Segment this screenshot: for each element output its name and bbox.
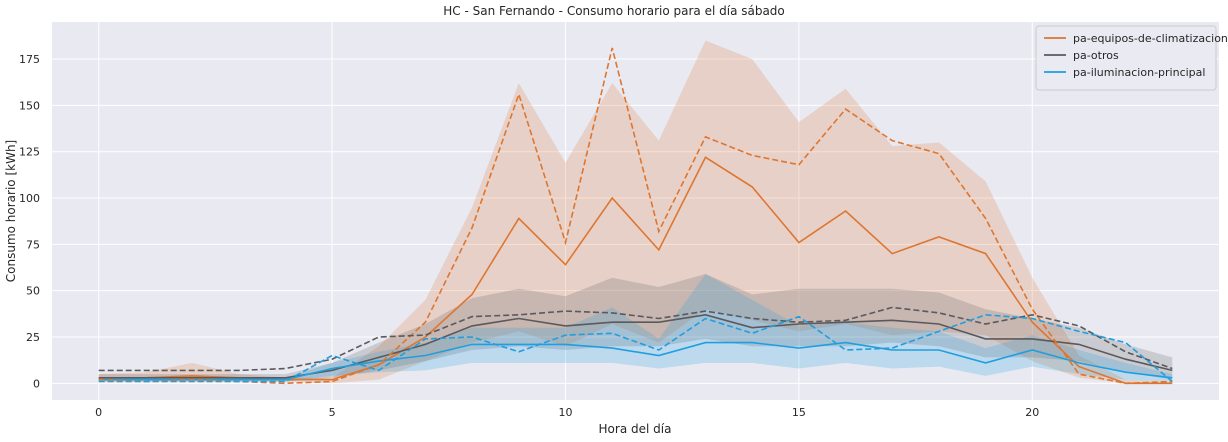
legend: pa-equipos-de-climatizacion pa-otros pa-il… [1035, 25, 1228, 91]
confidence-bands [98, 40, 1173, 384]
grid [52, 22, 1219, 400]
y-tick-label: 75 [26, 238, 40, 251]
x-tick-label: 5 [329, 406, 336, 419]
series-dashed-line-pa-iluminacion-principal [98, 313, 1173, 383]
series-lines [98, 47, 1173, 385]
y-tick-label: 175 [19, 53, 40, 66]
legend-label-pa-iluminacion-principal: pa-iluminacion-principal [1073, 66, 1205, 79]
legend-box [1035, 25, 1217, 91]
confidence-band-pa-otros [98, 274, 1173, 382]
x-tick-labels: 0 5 10 15 20 [95, 406, 1039, 419]
chart-title: HC - San Fernando - Consumo horario para… [443, 4, 785, 18]
y-tick-labels: 0 25 50 75 100 125 150 175 [19, 53, 40, 390]
y-tick-label: 125 [19, 146, 40, 159]
legend-label-pa-equipos-de-climatizacion: pa-equipos-de-climatizacion [1073, 32, 1228, 45]
x-axis-label: Hora del día [599, 422, 672, 436]
y-tick-label: 25 [26, 331, 40, 344]
x-tick-label: 20 [1025, 406, 1039, 419]
legend-label-pa-otros: pa-otros [1073, 49, 1119, 62]
y-tick-label: 0 [33, 377, 40, 390]
series-line-pa-iluminacion-principal [98, 341, 1173, 381]
series-dashed-line-pa-equipos-de-climatizacion [98, 47, 1173, 385]
y-tick-label: 100 [19, 192, 40, 205]
series-line-pa-otros [98, 313, 1173, 379]
confidence-band-pa-equipos-de-climatizacion [98, 40, 1173, 384]
series-dashed-line-pa-otros [98, 306, 1173, 372]
x-tick-label: 15 [792, 406, 806, 419]
x-tick-label: 10 [558, 406, 572, 419]
y-tick-label: 50 [26, 285, 40, 298]
confidence-band-pa-iluminacion-principal [98, 274, 1173, 382]
x-tick-label: 0 [95, 406, 102, 419]
y-tick-label: 150 [19, 99, 40, 112]
y-axis-label: Consumo horario [kWh] [4, 140, 18, 282]
